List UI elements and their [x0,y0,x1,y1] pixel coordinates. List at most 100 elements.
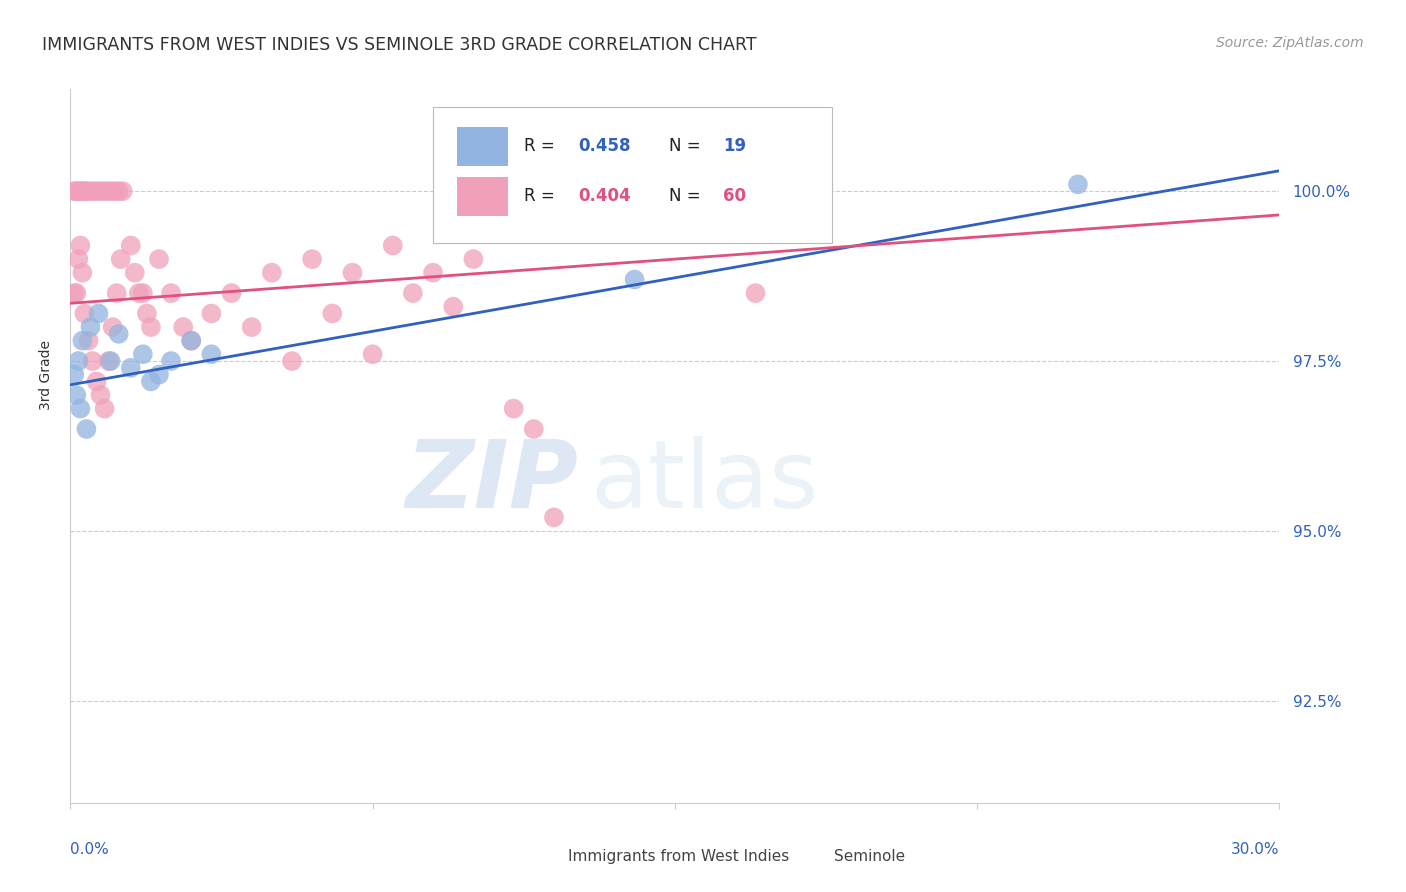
Point [75,422,97,436]
Point [91,184,114,198]
Point [160,354,183,368]
Point [65,184,87,198]
Point [86,375,108,389]
Point [72,334,94,348]
Text: atlas: atlas [591,435,818,528]
Point [402,286,425,301]
Point [69,184,91,198]
Bar [457,127,508,166]
Point [301,252,323,266]
Text: 19: 19 [723,137,747,155]
Point [107,184,129,198]
Point [281,354,304,368]
Point [96,184,118,198]
Point [139,375,162,389]
Point [105,286,128,301]
Point [1067,178,1090,192]
Point [69,401,91,416]
Point [87,306,110,320]
Point [200,347,222,361]
Point [502,401,524,416]
Text: Immigrants from West Indies: Immigrants from West Indies [568,849,790,863]
Point [107,326,129,341]
Text: N =: N = [669,137,706,155]
Text: Source: ZipAtlas.com: Source: ZipAtlas.com [1216,36,1364,50]
Point [65,286,87,301]
Point [69,238,91,252]
Point [100,184,122,198]
Point [361,347,384,361]
Point [120,238,142,252]
Point [97,354,120,368]
Point [73,306,96,320]
Point [523,422,546,436]
Point [441,300,464,314]
Point [75,184,97,198]
Point [79,320,101,334]
Point [132,347,155,361]
Point [63,286,86,301]
Point [200,306,222,320]
Point [744,286,766,301]
Point [139,320,162,334]
Point [644,184,666,198]
Point [63,368,86,382]
Point [240,320,263,334]
Text: 60: 60 [723,187,747,205]
Point [623,272,645,286]
Bar [796,851,827,872]
Point [83,184,105,198]
Point [67,252,90,266]
Point [77,334,100,348]
Text: 0.404: 0.404 [578,187,631,205]
Point [104,184,127,198]
Text: IMMIGRANTS FROM WEST INDIES VS SEMINOLE 3RD GRADE CORRELATION CHART: IMMIGRANTS FROM WEST INDIES VS SEMINOLE … [42,36,756,54]
Point [67,354,90,368]
Point [381,238,404,252]
Point [111,184,134,198]
FancyBboxPatch shape [433,107,832,243]
Point [180,334,202,348]
Point [342,266,364,280]
Point [67,184,90,198]
Point [148,368,170,382]
Point [160,286,183,301]
Point [124,266,146,280]
Point [135,306,157,320]
Text: ZIP: ZIP [405,435,578,528]
Point [72,184,94,198]
Text: Seminole: Seminole [835,849,905,863]
Text: 3rd Grade: 3rd Grade [39,340,53,409]
Point [543,510,565,524]
Point [93,401,115,416]
Text: 0.0%: 0.0% [70,842,110,857]
Point [87,184,110,198]
Point [128,286,150,301]
Point [148,252,170,266]
Bar [457,177,508,216]
Point [110,252,132,266]
Point [321,306,343,320]
Bar [530,851,560,872]
Point [172,320,194,334]
Point [422,266,444,280]
Point [100,354,122,368]
Point [82,354,104,368]
Text: N =: N = [669,187,706,205]
Point [63,184,86,198]
Text: 30.0%: 30.0% [1232,842,1279,857]
Point [65,388,87,402]
Point [120,360,142,375]
Point [73,184,96,198]
Point [132,286,155,301]
Text: R =: R = [524,187,560,205]
Point [72,266,94,280]
Text: 0.458: 0.458 [578,137,631,155]
Point [90,388,111,402]
Text: R =: R = [524,137,560,155]
Point [180,334,202,348]
Point [260,266,283,280]
Point [79,184,101,198]
Point [221,286,243,301]
Point [463,252,485,266]
